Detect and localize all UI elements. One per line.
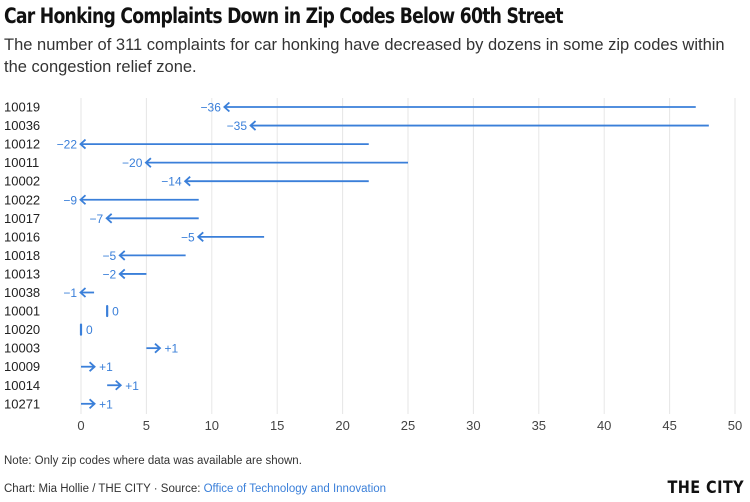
- arrow-head: [79, 287, 87, 298]
- arrow-head: [118, 250, 126, 261]
- credit-text: Chart: Mia Hollie / THE CITY · Source:: [4, 483, 204, 495]
- data-label: −20: [122, 156, 143, 170]
- data-label: −7: [89, 212, 103, 226]
- zip-label: 10022: [4, 192, 40, 207]
- x-tick-label: 5: [143, 418, 150, 433]
- chart-credit: Chart: Mia Hollie / THE CITY · Source: O…: [4, 483, 386, 495]
- gridlines: [80, 98, 736, 414]
- data-label: +1: [125, 379, 139, 393]
- chart-note: Note: Only zip codes where data was avai…: [4, 455, 302, 467]
- zip-label: 10018: [4, 248, 40, 263]
- data-label: −9: [63, 193, 77, 207]
- arrow-head: [196, 231, 204, 243]
- data-label: −36: [201, 101, 222, 115]
- data-label: −14: [161, 175, 182, 189]
- data-labels: −36 −35 −22 −20 −14 −9 −7 −5 −5 −2 −1 0 0 +1 +1 +1 +1: [57, 101, 248, 412]
- source-link[interactable]: Office of Technology and Innovation: [203, 483, 387, 495]
- zip-label: 10271: [4, 396, 40, 411]
- x-tick-label: 10: [205, 418, 219, 433]
- zip-label: 10013: [4, 266, 40, 281]
- zip-label: 10017: [4, 211, 40, 226]
- zip-label: 10036: [4, 118, 40, 133]
- zip-label: 10011: [4, 155, 39, 170]
- chart-title: Car Honking Complaints Down in Zip Codes…: [4, 4, 563, 28]
- zip-label: 10038: [4, 285, 40, 300]
- data-label: 0: [112, 305, 119, 319]
- arrows: [79, 101, 709, 409]
- x-tick-label: 45: [662, 418, 676, 433]
- data-label: +1: [99, 360, 113, 374]
- x-tick-label: 0: [77, 418, 84, 433]
- zip-label: 10009: [4, 359, 40, 374]
- x-tick-label: 40: [597, 418, 611, 433]
- arrow-head: [118, 268, 126, 280]
- arrow-head: [79, 138, 87, 150]
- zip-label: 10016: [4, 229, 40, 244]
- arrow-head: [183, 176, 191, 187]
- arrow-head: [154, 342, 162, 354]
- data-label: 0: [86, 323, 93, 337]
- data-label: −2: [103, 267, 117, 281]
- brand-logo: THE CITY: [667, 478, 744, 498]
- data-label: +1: [164, 342, 178, 356]
- zip-label: 10019: [4, 100, 40, 115]
- zip-label: 10020: [4, 322, 40, 337]
- data-label: −5: [181, 230, 195, 244]
- arrow-head: [144, 157, 152, 168]
- x-tick-label: 35: [532, 418, 546, 433]
- zip-label: 10014: [4, 378, 40, 393]
- x-axis-ticks: 0 5 10 15 20 25 30 35 40 45 50: [77, 418, 742, 433]
- subtitle-line-2: the congestion relief zone.: [4, 58, 197, 76]
- arrow-head: [249, 120, 257, 131]
- data-label: +1: [99, 397, 113, 411]
- arrow-head: [223, 101, 230, 113]
- x-tick-label: 50: [728, 418, 742, 433]
- x-tick-label: 20: [335, 418, 349, 433]
- y-axis-labels: 10019 10036 10012 10011 10002 10022 10017 10016…: [4, 100, 40, 412]
- subtitle-line-1: The number of 311 complaints for car hon…: [4, 36, 725, 54]
- zip-label: 10003: [4, 341, 40, 356]
- arrow-head: [79, 194, 87, 205]
- zip-label: 10012: [4, 137, 40, 152]
- data-label: −22: [57, 138, 78, 152]
- arrow-head: [88, 398, 96, 409]
- x-tick-label: 25: [401, 418, 415, 433]
- arrow-head: [88, 361, 96, 372]
- data-label: −5: [103, 249, 117, 263]
- x-tick-label: 30: [466, 418, 480, 433]
- data-label: −1: [63, 286, 77, 300]
- x-tick-label: 15: [270, 418, 284, 433]
- chart-subtitle: The number of 311 complaints for car hon…: [4, 34, 746, 78]
- zip-label: 10001: [4, 304, 40, 319]
- arrow-head: [105, 213, 113, 224]
- zip-label: 10002: [4, 174, 40, 189]
- arrow-head: [115, 380, 123, 391]
- data-label: −35: [227, 119, 248, 133]
